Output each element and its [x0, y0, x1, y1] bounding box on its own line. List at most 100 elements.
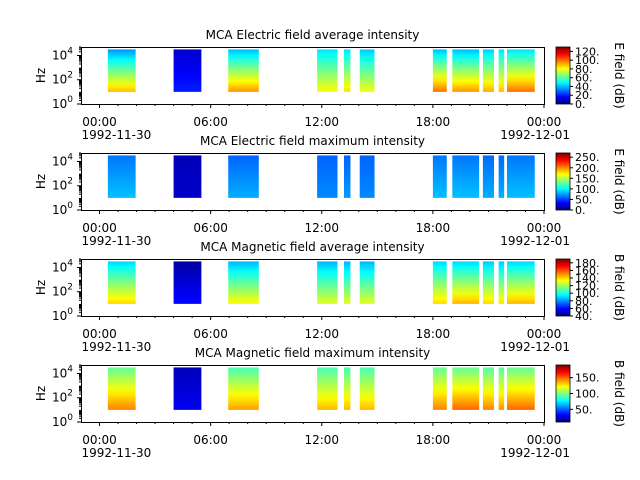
spectrogram-block [107, 367, 136, 410]
spectrogram-block [452, 155, 480, 198]
spectrogram-block [498, 261, 505, 304]
y-tick-label: 100 [52, 307, 73, 323]
colorbar-tick-label: 20. [575, 89, 593, 102]
spectrogram-block [173, 367, 202, 410]
panel-title: MCA Electric field average intensity [206, 28, 420, 42]
spectrogram-block [359, 155, 375, 198]
x-tick-label: 12:00 [304, 327, 339, 341]
spectrogram-block [432, 261, 447, 304]
spectrogram-block [432, 155, 447, 198]
x-tick-label: 18:00 [416, 115, 451, 129]
colorbar-tick-label: 100. [575, 183, 600, 196]
spectrogram-block [228, 261, 259, 304]
y-axis-label: Hz [34, 386, 48, 401]
spectrogram-block [482, 367, 494, 410]
x-date-right: 1992-12-01 [500, 446, 570, 460]
colorbar-tick-label: 250. [575, 151, 600, 164]
colorbar-tick-label: 100. [575, 54, 600, 67]
spectrogram-block [506, 155, 535, 198]
x-tick-label: 12:00 [304, 221, 339, 235]
colorbar-tick-label: 40. [575, 310, 593, 323]
colorbar-tick-label: 120. [575, 280, 600, 293]
y-tick-label: 104 [52, 258, 73, 274]
x-date-left: 1992-11-30 [82, 446, 152, 460]
colorbar-tick-label: 60. [575, 72, 593, 85]
y-tick-exponent: 2 [67, 283, 73, 293]
spectrogram-block [107, 49, 136, 92]
x-tick-label: 00:00 [82, 115, 117, 129]
spectrogram-block [498, 367, 505, 410]
colorbar-tick-label: 100. [575, 287, 600, 300]
y-tick-exponent: 2 [67, 71, 73, 81]
spectrogram-block [432, 367, 447, 410]
spectrogram-block [506, 49, 535, 92]
spectrogram-block [343, 367, 351, 410]
y-axis-label: Hz [34, 280, 48, 295]
y-tick-exponent: 4 [67, 258, 73, 268]
spectrogram-block [498, 49, 505, 92]
x-tick-label: 18:00 [416, 221, 451, 235]
axes-frame [81, 153, 545, 211]
spectrogram-block [173, 155, 202, 198]
spectrogram-block [506, 261, 535, 304]
spectrogram-block [359, 261, 375, 304]
colorbar-tick-label: 180. [575, 257, 600, 270]
colorbar [555, 46, 571, 105]
y-tick-label: 100 [52, 95, 73, 111]
panel-1: MCA Electric field average intensity Hz 10… [34, 28, 626, 142]
colorbar-tick-label: 80. [575, 295, 593, 308]
spectrogram-block [228, 49, 259, 92]
spectrogram-block [317, 49, 338, 92]
y-tick-label: 102 [52, 71, 73, 87]
colorbar [555, 364, 571, 423]
y-tick-label: 102 [52, 283, 73, 299]
axes-frame [81, 259, 545, 317]
colorbar-tick-label: 0. [575, 204, 586, 217]
x-tick-label: 00:00 [82, 327, 117, 341]
y-tick-exponent: 0 [67, 201, 73, 211]
colorbar-label: E field (dB) [612, 148, 626, 214]
colorbar-tick-label: 150. [575, 372, 600, 385]
x-tick-label: 00:00 [527, 327, 562, 341]
spectrogram-block [228, 367, 259, 410]
x-tick-label: 00:00 [82, 433, 117, 447]
x-tick-label: 00:00 [527, 433, 562, 447]
spectrogram-block [107, 155, 136, 198]
x-tick-label: 06:00 [193, 433, 228, 447]
spectrogram-block [228, 155, 259, 198]
y-tick-exponent: 2 [67, 389, 73, 399]
y-tick-exponent: 0 [67, 95, 73, 105]
y-tick-exponent: 0 [67, 413, 73, 423]
y-tick-exponent: 4 [67, 364, 73, 374]
colorbar-tick-label: 80. [575, 63, 593, 76]
x-tick-label: 12:00 [304, 433, 339, 447]
y-tick-label: 104 [52, 46, 73, 62]
panel-3: MCA Magnetic field average intensity Hz 10… [34, 240, 626, 354]
panel-4: MCA Magnetic field maximum intensity Hz 10… [34, 346, 626, 460]
axes-frame [81, 365, 545, 423]
x-date-right: 1992-12-01 [500, 234, 570, 248]
spectrogram-block [452, 367, 480, 410]
spectrogram-block [432, 49, 447, 92]
colorbar-tick-label: 200. [575, 162, 600, 175]
x-tick-label: 12:00 [304, 115, 339, 129]
spectrogram-block [107, 261, 136, 304]
spectrogram-block [359, 49, 375, 92]
x-tick-label: 06:00 [193, 221, 228, 235]
axes-frame [81, 47, 545, 105]
colorbar [555, 258, 571, 317]
spectrogram-block [506, 367, 535, 410]
y-tick-exponent: 2 [67, 177, 73, 187]
spectrogram-block [343, 49, 351, 92]
x-date-left: 1992-11-30 [82, 340, 152, 354]
colorbar-tick-label: 0. [575, 98, 586, 111]
panel-title: MCA Electric field maximum intensity [200, 134, 425, 148]
x-date-right: 1992-12-01 [500, 340, 570, 354]
spectrogram-block [173, 261, 202, 304]
x-tick-label: 18:00 [416, 433, 451, 447]
x-date-left: 1992-11-30 [82, 234, 152, 248]
colorbar-tick-label: 140. [575, 272, 600, 285]
x-tick-label: 00:00 [82, 221, 117, 235]
x-tick-label: 06:00 [193, 327, 228, 341]
colorbar-tick-label: 60. [575, 302, 593, 315]
